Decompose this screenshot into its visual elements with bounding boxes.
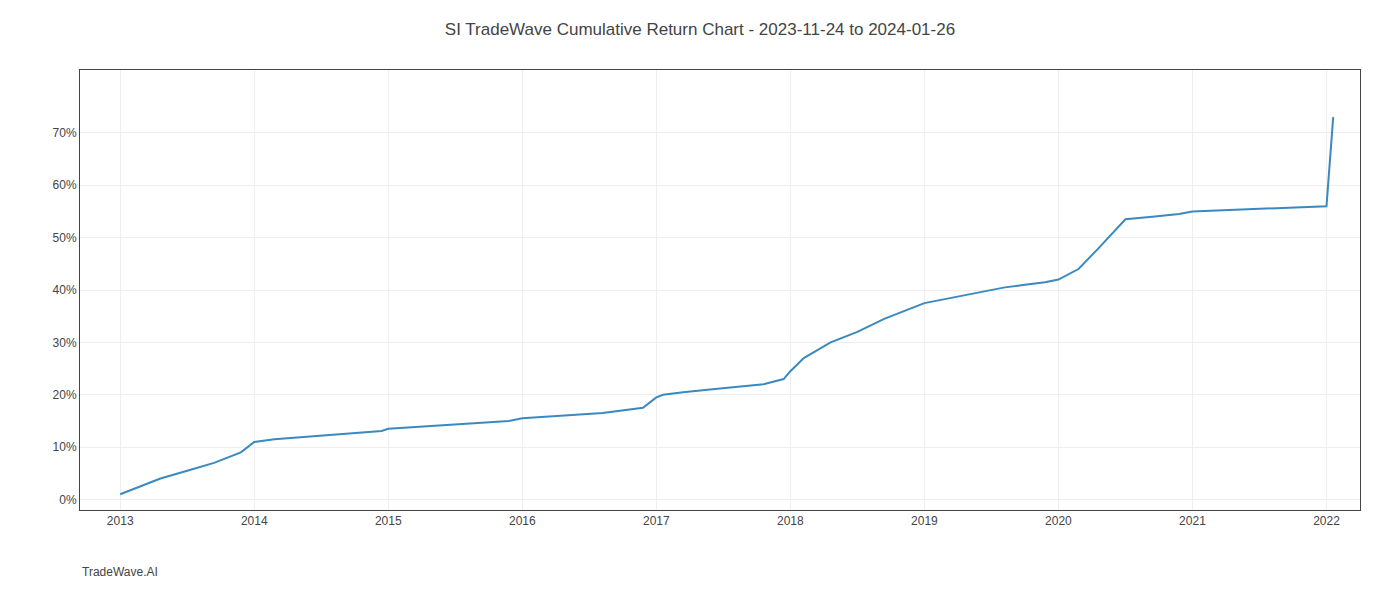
svg-text:0%: 0% bbox=[59, 493, 77, 507]
svg-text:70%: 70% bbox=[53, 126, 77, 140]
svg-text:30%: 30% bbox=[53, 336, 77, 350]
svg-text:10%: 10% bbox=[53, 440, 77, 454]
svg-text:2022: 2022 bbox=[1313, 514, 1340, 528]
svg-text:20%: 20% bbox=[53, 388, 77, 402]
svg-text:2016: 2016 bbox=[509, 514, 536, 528]
svg-text:TradeWave.AI: TradeWave.AI bbox=[82, 565, 158, 579]
svg-text:60%: 60% bbox=[53, 178, 77, 192]
svg-text:2018: 2018 bbox=[777, 514, 804, 528]
svg-text:2013: 2013 bbox=[107, 514, 134, 528]
svg-text:2021: 2021 bbox=[1179, 514, 1206, 528]
svg-text:2014: 2014 bbox=[241, 514, 268, 528]
svg-text:2015: 2015 bbox=[375, 514, 402, 528]
svg-text:40%: 40% bbox=[53, 283, 77, 297]
svg-text:2019: 2019 bbox=[911, 514, 938, 528]
svg-text:50%: 50% bbox=[53, 231, 77, 245]
svg-text:2020: 2020 bbox=[1045, 514, 1072, 528]
svg-text:SI TradeWave Cumulative Return: SI TradeWave Cumulative Return Chart - 2… bbox=[445, 20, 955, 39]
svg-text:2017: 2017 bbox=[643, 514, 670, 528]
